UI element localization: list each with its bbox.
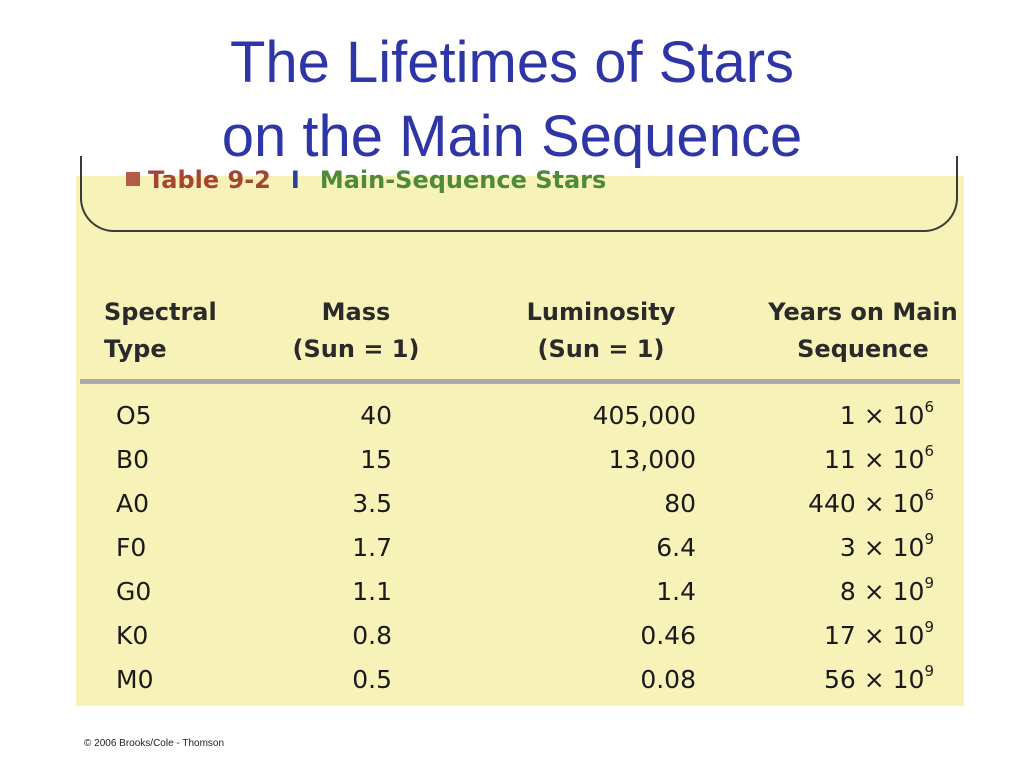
years-exponent: 9: [924, 530, 934, 548]
years-base: 10: [892, 445, 925, 474]
slide-title-line-2: on the Main Sequence: [221, 104, 803, 169]
cell-years: 17 × 109: [756, 614, 934, 658]
header-divider: [80, 379, 960, 384]
cell-years: 1 × 106: [756, 394, 934, 438]
header-luminosity: Luminosity (Sun = 1): [516, 294, 686, 368]
table-row: A0 3.5 80 440 × 106: [76, 482, 964, 526]
header-years-line-1: Years on Main: [768, 298, 958, 326]
header-mass-line-2: (Sun = 1): [292, 335, 420, 363]
header-years-on-main-sequence: Years on Main Sequence: [766, 294, 960, 368]
years-base: 10: [892, 489, 925, 518]
header-years-line-2: Sequence: [797, 335, 929, 363]
times-symbol: ×: [863, 577, 885, 606]
cell-spectral-type: M0: [116, 665, 154, 694]
times-symbol: ×: [863, 401, 885, 430]
years-exponent: 6: [924, 486, 934, 504]
times-symbol: ×: [863, 489, 885, 518]
years-exponent: 9: [924, 574, 934, 592]
header-mass-line-1: Mass: [321, 298, 391, 326]
cell-mass: 1.1: [352, 577, 392, 606]
table-row: G0 1.1 1.4 8 × 109: [76, 570, 964, 614]
cell-luminosity: 0.08: [640, 665, 696, 694]
years-exponent: 6: [924, 398, 934, 416]
years-base: 10: [892, 577, 925, 606]
years-exponent: 9: [924, 618, 934, 636]
cell-years: 440 × 106: [756, 482, 934, 526]
years-base: 10: [892, 401, 925, 430]
cell-mass: 0.8: [352, 621, 392, 650]
caption-table-title: Main-Sequence Stars: [319, 166, 607, 194]
slide-title: The Lifetimes of Stars on the Main Seque…: [0, 26, 1024, 174]
table-body: O5 40 405,000 1 × 106 B0 15 13,000 11 × …: [76, 394, 964, 702]
cell-mass: 0.5: [352, 665, 392, 694]
cell-luminosity: 13,000: [608, 445, 696, 474]
years-exponent: 9: [924, 662, 934, 680]
table-caption: Table 9-2 I Main-Sequence Stars: [126, 164, 606, 196]
years-coefficient: 17: [823, 621, 856, 650]
cell-luminosity: 0.46: [640, 621, 696, 650]
header-spectral-type: Spectral Type: [104, 294, 217, 368]
cell-mass: 15: [360, 445, 392, 474]
cell-years: 11 × 106: [756, 438, 934, 482]
years-coefficient: 56: [823, 665, 856, 694]
cell-spectral-type: F0: [116, 533, 147, 562]
cell-spectral-type: A0: [116, 489, 150, 518]
table-caption-box: Table 9-2 I Main-Sequence Stars: [80, 156, 958, 232]
years-base: 10: [892, 621, 925, 650]
caption-separator: I: [290, 166, 300, 194]
times-symbol: ×: [863, 621, 885, 650]
header-mass: Mass (Sun = 1): [286, 294, 426, 368]
years-coefficient: 440: [808, 489, 856, 518]
cell-spectral-type: O5: [116, 401, 152, 430]
copyright-notice: © 2006 Brooks/Cole - Thomson: [84, 738, 225, 749]
table-row: M0 0.5 0.08 56 × 109: [76, 658, 964, 702]
cell-mass: 3.5: [352, 489, 392, 518]
table-panel: Table 9-2 I Main-Sequence Stars Spectral T…: [76, 156, 964, 706]
caption-square-icon: [126, 172, 140, 186]
years-coefficient: 1: [839, 401, 856, 430]
years-base: 10: [892, 533, 925, 562]
caption-table-label: Table 9-2: [148, 166, 271, 194]
cell-luminosity: 6.4: [656, 533, 696, 562]
cell-luminosity: 1.4: [656, 577, 696, 606]
cell-mass: 40: [360, 401, 392, 430]
slide-title-line-1: The Lifetimes of Stars: [229, 30, 795, 95]
header-luminosity-line-2: (Sun = 1): [537, 335, 665, 363]
years-exponent: 6: [924, 442, 934, 460]
cell-luminosity: 80: [664, 489, 696, 518]
cell-mass: 1.7: [352, 533, 392, 562]
years-coefficient: 11: [823, 445, 856, 474]
table-row: B0 15 13,000 11 × 106: [76, 438, 964, 482]
table-row: O5 40 405,000 1 × 106: [76, 394, 964, 438]
header-spectral-type-line-1: Spectral: [104, 298, 217, 326]
cell-years: 8 × 109: [756, 570, 934, 614]
years-coefficient: 8: [839, 577, 856, 606]
cell-spectral-type: B0: [116, 445, 150, 474]
cell-spectral-type: K0: [116, 621, 149, 650]
header-spectral-type-line-2: Type: [104, 335, 167, 363]
years-base: 10: [892, 665, 925, 694]
header-luminosity-line-1: Luminosity: [526, 298, 676, 326]
cell-years: 3 × 109: [756, 526, 934, 570]
years-coefficient: 3: [839, 533, 856, 562]
table-row: F0 1.7 6.4 3 × 109: [76, 526, 964, 570]
cell-years: 56 × 109: [756, 658, 934, 702]
cell-spectral-type: G0: [116, 577, 152, 606]
times-symbol: ×: [863, 665, 885, 694]
times-symbol: ×: [863, 533, 885, 562]
cell-luminosity: 405,000: [592, 401, 696, 430]
times-symbol: ×: [863, 445, 885, 474]
table-row: K0 0.8 0.46 17 × 109: [76, 614, 964, 658]
